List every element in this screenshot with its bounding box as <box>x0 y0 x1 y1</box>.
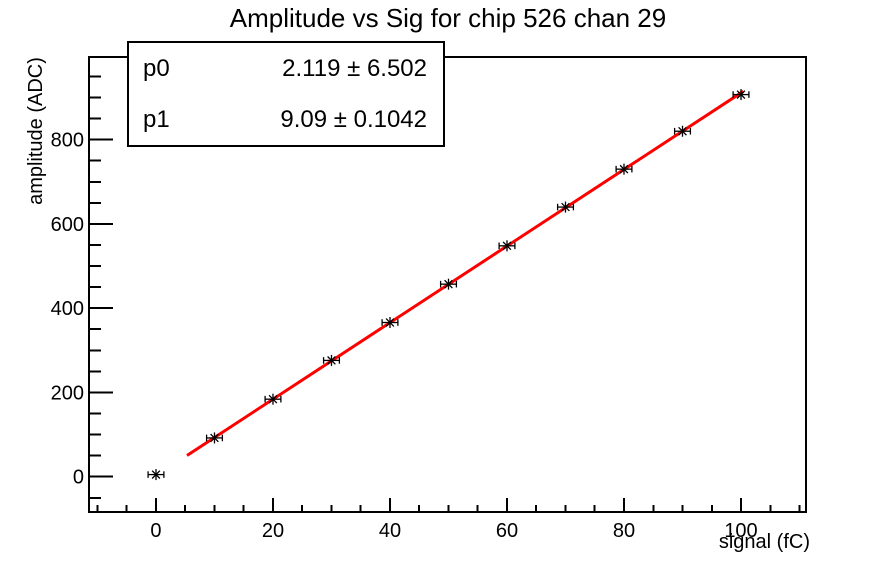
data-point-marker <box>205 432 224 444</box>
x-tick-label: 100 <box>724 520 757 542</box>
marker-line <box>268 394 278 404</box>
data-point-marker <box>147 469 165 481</box>
plot-frame <box>88 56 807 513</box>
marker-line <box>561 202 570 212</box>
y-tick-label: 200 <box>51 382 84 404</box>
stat-param-label: p0 <box>143 54 170 82</box>
marker-line <box>210 433 219 443</box>
data-point-marker <box>673 125 692 137</box>
x-tick-label: 80 <box>613 520 635 542</box>
stats-row-p0: p0 2.119 ± 6.502 <box>143 55 427 83</box>
marker-line <box>502 241 512 251</box>
stat-param-label: p1 <box>143 105 170 133</box>
marker-line <box>678 126 687 136</box>
data-point-marker <box>439 278 458 290</box>
data-points <box>147 89 750 481</box>
data-point-marker <box>322 354 341 366</box>
x-tick-label: 60 <box>496 520 518 542</box>
y-tick-label: 0 <box>73 467 84 489</box>
marker-line <box>444 279 453 289</box>
y-tick-label: 600 <box>51 214 84 236</box>
marker-line <box>327 356 336 365</box>
y-tick-label: 400 <box>51 298 84 320</box>
axes <box>88 56 807 513</box>
fit-line <box>186 90 745 457</box>
marker-line <box>151 470 161 479</box>
data-point-marker <box>732 89 750 101</box>
x-tick-label: 40 <box>379 520 401 542</box>
stats-row-p1: p1 9.09 ± 0.1042 <box>143 106 427 134</box>
fit-stats-box: p0 2.119 ± 6.502 p1 9.09 ± 0.1042 <box>127 41 445 147</box>
plot-title: Amplitude vs Sig for chip 526 chan 29 <box>229 3 667 33</box>
x-axis-title: signal (fC) <box>718 531 810 553</box>
marker-line <box>385 318 395 327</box>
data-point-marker <box>556 201 575 213</box>
stat-param-value: 9.09 ± 0.1042 <box>280 105 427 133</box>
marker-line <box>619 164 629 174</box>
y-axis-title: amplitude (ADC) <box>25 57 47 205</box>
data-point-marker <box>498 240 516 252</box>
x-tick-label: 0 <box>150 520 161 542</box>
data-point-marker <box>615 163 633 175</box>
fit-line-segment <box>186 90 745 457</box>
y-tick-label: 800 <box>51 130 84 152</box>
data-point-marker <box>381 317 399 329</box>
data-point-marker <box>264 393 282 405</box>
marker-line <box>736 90 746 99</box>
x-tick-label: 20 <box>262 520 284 542</box>
stat-param-value: 2.119 ± 6.502 <box>282 54 427 82</box>
